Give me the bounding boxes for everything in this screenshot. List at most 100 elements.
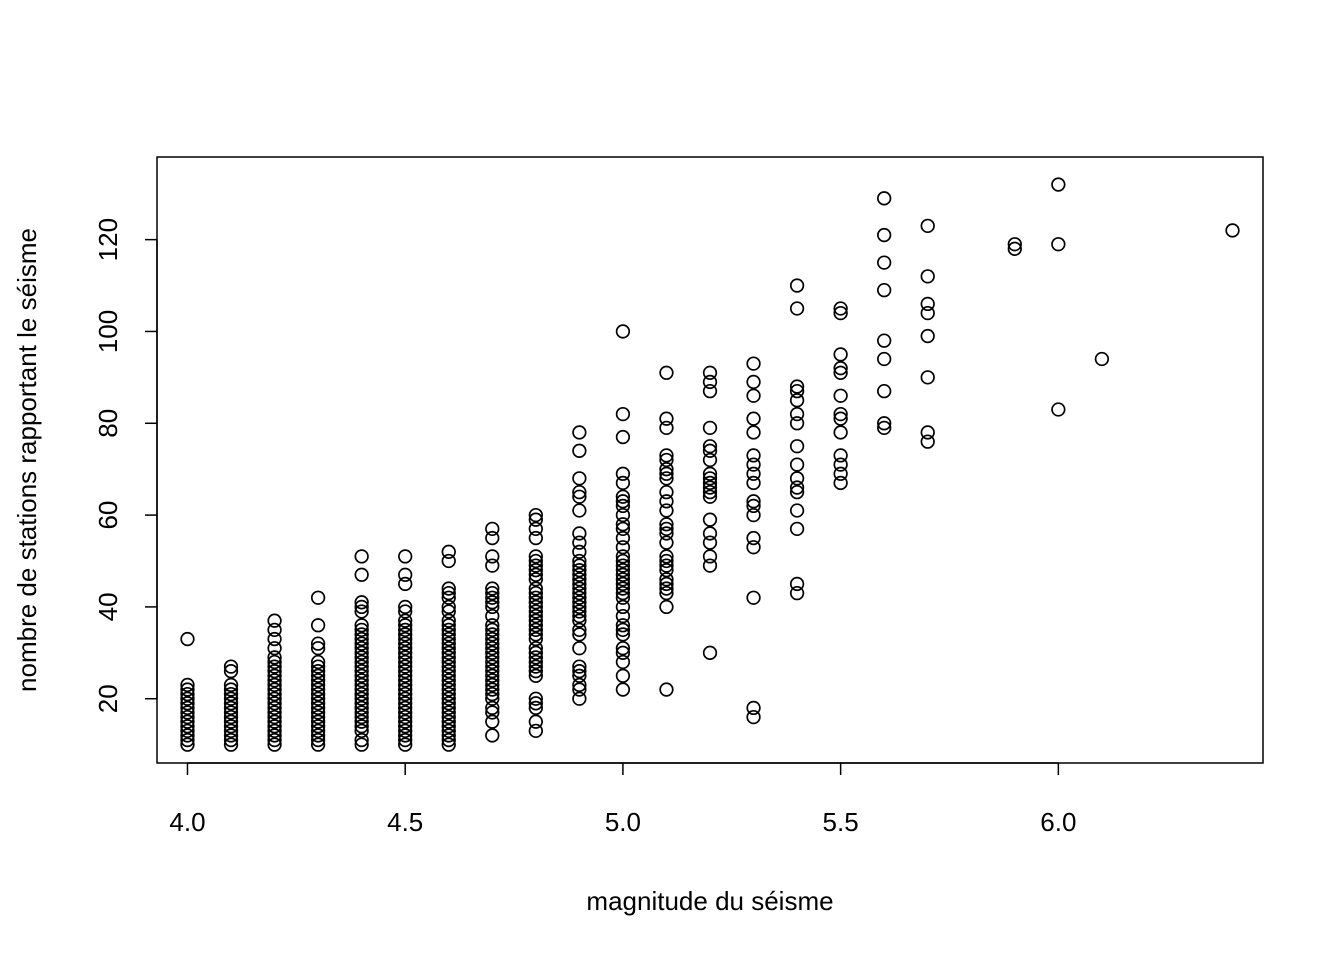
data-point bbox=[441, 691, 456, 706]
data-point bbox=[441, 668, 456, 683]
data-point bbox=[441, 622, 456, 638]
data-point bbox=[920, 434, 935, 449]
data-point bbox=[615, 576, 631, 592]
data-point bbox=[877, 333, 892, 348]
data-point bbox=[354, 673, 369, 688]
data-point bbox=[833, 466, 848, 481]
data-point bbox=[789, 585, 805, 601]
data-point bbox=[615, 627, 631, 642]
data-point bbox=[485, 650, 500, 665]
data-point bbox=[267, 631, 282, 647]
data-point bbox=[223, 705, 239, 720]
data-point bbox=[398, 732, 413, 748]
data-point bbox=[180, 737, 195, 752]
data-point bbox=[354, 696, 369, 711]
data-point bbox=[223, 723, 239, 739]
data-point bbox=[267, 696, 282, 711]
data-point bbox=[746, 507, 761, 523]
data-point bbox=[267, 686, 282, 702]
data-point bbox=[877, 255, 892, 270]
data-point bbox=[746, 709, 761, 725]
data-point bbox=[789, 576, 805, 592]
data-point bbox=[441, 714, 456, 729]
data-point bbox=[572, 682, 587, 697]
data-point bbox=[615, 645, 631, 660]
data-point bbox=[746, 448, 761, 463]
data-point bbox=[528, 590, 543, 605]
data-point bbox=[180, 705, 195, 720]
data-point bbox=[485, 595, 500, 610]
data-point bbox=[310, 673, 326, 688]
data-point bbox=[441, 599, 456, 615]
data-point bbox=[441, 659, 456, 674]
data-point bbox=[572, 544, 587, 559]
data-point bbox=[223, 696, 239, 711]
data-point bbox=[310, 659, 326, 674]
data-point bbox=[354, 645, 369, 660]
data-point bbox=[877, 351, 892, 367]
x-tick-label: 6.0 bbox=[1040, 807, 1076, 837]
data-point bbox=[702, 558, 718, 573]
data-point bbox=[354, 618, 369, 633]
data-point bbox=[659, 682, 674, 697]
data-point bbox=[398, 677, 413, 693]
data-point bbox=[572, 581, 587, 596]
data-point bbox=[398, 728, 413, 743]
data-point bbox=[746, 590, 761, 605]
data-point bbox=[877, 416, 892, 431]
data-point bbox=[615, 622, 631, 638]
data-point bbox=[267, 673, 282, 688]
data-point bbox=[398, 719, 413, 734]
data-point bbox=[572, 677, 587, 693]
data-point bbox=[920, 328, 935, 344]
data-point bbox=[485, 608, 500, 624]
data-point bbox=[223, 714, 239, 729]
data-point bbox=[528, 507, 543, 523]
data-point bbox=[746, 388, 761, 403]
data-point bbox=[572, 604, 587, 619]
data-point bbox=[528, 604, 543, 619]
data-point bbox=[659, 420, 674, 436]
data-point bbox=[528, 622, 543, 638]
data-point bbox=[746, 475, 761, 491]
data-point bbox=[441, 723, 456, 739]
data-point bbox=[441, 641, 456, 656]
data-point bbox=[441, 696, 456, 711]
data-point bbox=[485, 641, 500, 656]
data-point bbox=[485, 686, 500, 702]
data-point bbox=[789, 480, 805, 495]
data-point bbox=[267, 700, 282, 716]
data-point bbox=[354, 714, 369, 729]
data-point bbox=[702, 512, 718, 527]
data-point bbox=[746, 457, 761, 472]
data-point bbox=[572, 613, 587, 628]
data-point bbox=[180, 719, 195, 734]
data-point bbox=[180, 700, 195, 716]
data-point bbox=[485, 590, 500, 605]
data-point bbox=[310, 723, 326, 739]
data-point bbox=[441, 737, 456, 752]
data-point bbox=[833, 475, 848, 491]
data-point bbox=[528, 668, 543, 683]
data-point bbox=[789, 416, 805, 431]
data-point bbox=[354, 682, 369, 697]
data-point bbox=[310, 700, 326, 716]
data-point bbox=[398, 627, 413, 642]
data-point bbox=[659, 585, 674, 601]
data-point bbox=[615, 549, 631, 564]
data-point bbox=[267, 723, 282, 739]
data-point bbox=[615, 599, 631, 615]
data-point bbox=[354, 691, 369, 706]
data-point bbox=[441, 654, 456, 670]
data-point bbox=[789, 379, 805, 394]
y-tick-label: 120 bbox=[93, 218, 123, 261]
data-point bbox=[223, 682, 239, 697]
data-point bbox=[180, 682, 195, 697]
data-point bbox=[398, 604, 413, 619]
data-point bbox=[398, 737, 413, 752]
data-point bbox=[485, 691, 500, 706]
data-point bbox=[310, 691, 326, 706]
data-point bbox=[746, 494, 761, 509]
data-point bbox=[398, 631, 413, 647]
data-point bbox=[398, 567, 413, 582]
